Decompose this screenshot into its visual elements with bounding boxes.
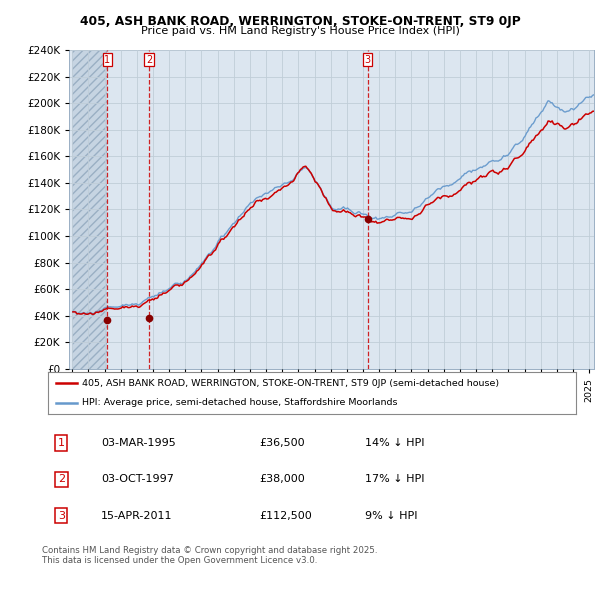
Text: Contains HM Land Registry data © Crown copyright and database right 2025.
This d: Contains HM Land Registry data © Crown c… (42, 546, 377, 565)
Text: £36,500: £36,500 (259, 438, 305, 448)
Text: £38,000: £38,000 (259, 474, 305, 484)
Text: 03-MAR-1995: 03-MAR-1995 (101, 438, 176, 448)
Text: 405, ASH BANK ROAD, WERRINGTON, STOKE-ON-TRENT, ST9 0JP: 405, ASH BANK ROAD, WERRINGTON, STOKE-ON… (80, 15, 520, 28)
Text: 405, ASH BANK ROAD, WERRINGTON, STOKE-ON-TRENT, ST9 0JP (semi-detached house): 405, ASH BANK ROAD, WERRINGTON, STOKE-ON… (82, 379, 499, 388)
Text: £112,500: £112,500 (259, 511, 312, 520)
Text: 15-APR-2011: 15-APR-2011 (101, 511, 172, 520)
Text: Price paid vs. HM Land Registry's House Price Index (HPI): Price paid vs. HM Land Registry's House … (140, 26, 460, 36)
Text: 1: 1 (104, 55, 110, 65)
Text: 3: 3 (58, 511, 65, 520)
Text: 3: 3 (365, 55, 371, 65)
Text: HPI: Average price, semi-detached house, Staffordshire Moorlands: HPI: Average price, semi-detached house,… (82, 398, 398, 407)
Text: 17% ↓ HPI: 17% ↓ HPI (365, 474, 424, 484)
Text: 9% ↓ HPI: 9% ↓ HPI (365, 511, 418, 520)
Text: 2: 2 (58, 474, 65, 484)
Text: 1: 1 (58, 438, 65, 448)
Bar (72, 50, 107, 369)
Text: 2: 2 (146, 55, 152, 65)
Text: 03-OCT-1997: 03-OCT-1997 (101, 474, 173, 484)
Text: 14% ↓ HPI: 14% ↓ HPI (365, 438, 424, 448)
Bar (72, 50, 107, 369)
